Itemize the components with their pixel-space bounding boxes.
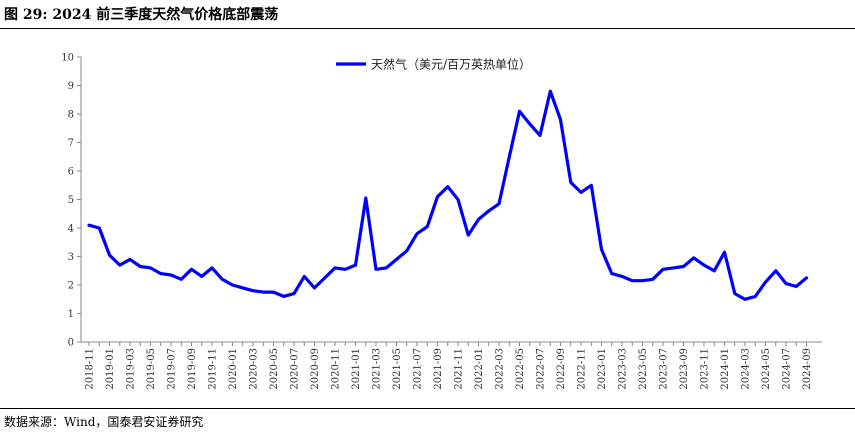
source-divider xyxy=(0,408,855,409)
figure-title: 图 29: 2024 前三季度天然气价格底部震荡 xyxy=(4,7,279,23)
chart-axes xyxy=(80,57,822,343)
x-tick-label: 2021-09 xyxy=(433,348,444,390)
y-tick-label: 1 xyxy=(68,309,74,320)
x-tick-label: 2022-09 xyxy=(556,348,567,390)
source-note: 数据来源：Wind，国泰君安证券研究 xyxy=(4,415,204,429)
x-tick-label: 2022-01 xyxy=(474,348,485,390)
x-tick-label: 2021-03 xyxy=(372,348,383,390)
y-tick-label: 5 xyxy=(68,195,74,206)
x-tick-label: 2021-01 xyxy=(351,348,362,390)
x-tick-label: 2023-07 xyxy=(659,348,670,390)
x-tick-label: 2022-03 xyxy=(495,348,506,390)
y-axis-ticks: 0 1 2 3 4 5 6 7 8 9 10 xyxy=(61,53,81,349)
x-tick-label: 2023-11 xyxy=(700,348,711,390)
x-tick-label: 2021-07 xyxy=(413,348,424,390)
x-tick-label: 2019-01 xyxy=(105,348,116,390)
y-tick-label: 2 xyxy=(68,281,74,292)
x-tick-label: 2019-05 xyxy=(146,348,157,390)
x-tick-label: 2022-11 xyxy=(577,348,588,390)
y-tick-label: 7 xyxy=(68,138,74,149)
x-tick-label: 2021-05 xyxy=(392,348,403,390)
title-divider xyxy=(0,28,855,29)
x-tick-label: 2024-07 xyxy=(782,348,793,390)
x-tick-label: 2023-09 xyxy=(679,348,690,390)
x-tick-label: 2020-09 xyxy=(310,348,321,390)
y-tick-label: 9 xyxy=(68,81,74,92)
legend: 天然气（美元/百万英热单位） xyxy=(336,57,531,72)
series-line-natural-gas xyxy=(87,89,809,301)
x-tick-label: 2019-11 xyxy=(208,348,219,390)
y-tick-label: 10 xyxy=(61,53,74,64)
y-tick-label: 8 xyxy=(68,110,74,121)
x-tick-label: 2020-11 xyxy=(331,348,342,390)
x-tick-label: 2020-07 xyxy=(290,348,301,390)
x-tick-label: 2024-09 xyxy=(802,348,813,390)
x-tick-label: 2024-03 xyxy=(741,348,752,390)
y-tick-label: 4 xyxy=(68,224,74,235)
x-tick-label: 2019-09 xyxy=(187,348,198,390)
x-tick-label: 2024-01 xyxy=(720,348,731,390)
x-tick-label: 2022-05 xyxy=(515,348,526,390)
x-tick-label: 2023-05 xyxy=(638,348,649,390)
x-tick-label: 2018-11 xyxy=(85,348,96,390)
y-tick-label: 6 xyxy=(68,167,74,178)
x-tick-label: 2019-07 xyxy=(167,348,178,390)
y-tick-label: 0 xyxy=(68,338,74,349)
x-tick-label: 2021-11 xyxy=(454,348,465,390)
x-tick-label: 2023-03 xyxy=(618,348,629,390)
x-tick-label: 2020-03 xyxy=(249,348,260,390)
x-axis-ticks: 2018-11 2019-01 2019-03 2019-05 2019-07 2019-… xyxy=(85,342,813,390)
x-tick-label: 2022-07 xyxy=(536,348,547,390)
x-tick-label: 2023-01 xyxy=(597,348,608,390)
x-tick-label: 2020-01 xyxy=(228,348,239,390)
legend-label: 天然气（美元/百万英热单位） xyxy=(371,57,531,72)
x-tick-label: 2020-05 xyxy=(269,348,280,390)
y-tick-label: 3 xyxy=(68,252,74,263)
series-layer xyxy=(87,89,809,301)
x-tick-label: 2019-03 xyxy=(126,348,137,390)
x-tick-label: 2024-05 xyxy=(761,348,772,390)
